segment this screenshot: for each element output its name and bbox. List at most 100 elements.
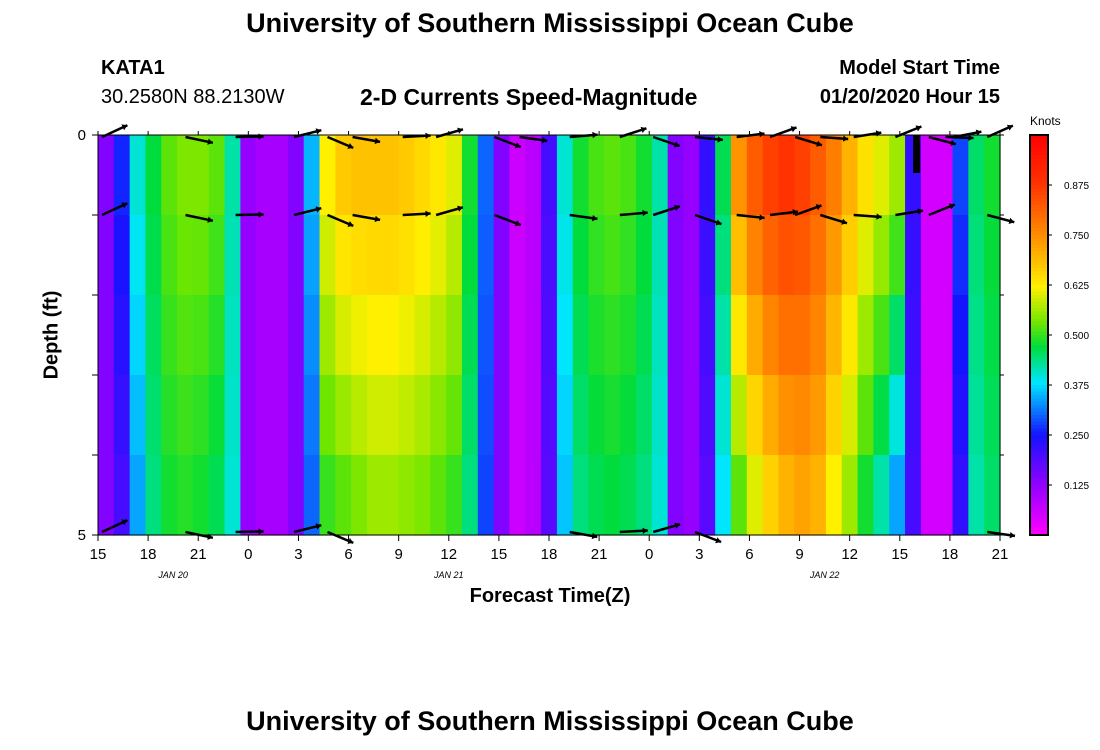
colorbar-segment <box>1030 188 1048 193</box>
heatmap-cell <box>952 455 969 536</box>
heatmap-cell <box>905 455 922 536</box>
heatmap-cell <box>98 375 115 456</box>
heatmap-cell <box>730 215 748 296</box>
colorbar-segment <box>1030 168 1048 173</box>
current-vector-arrowhead <box>514 142 521 149</box>
heatmap-cell <box>746 455 764 536</box>
heatmap-cell <box>319 295 336 376</box>
colorbar-segment <box>1030 521 1048 526</box>
heatmap-cell <box>351 375 368 456</box>
heatmap-cell <box>161 375 178 456</box>
colorbar-segment <box>1030 165 1048 169</box>
colorbar-segment <box>1030 248 1048 253</box>
current-vector-arrowhead <box>1009 532 1015 539</box>
heatmap-cell <box>746 295 764 376</box>
colorbar-segment <box>1030 311 1048 316</box>
heatmap-cell <box>367 375 384 456</box>
colorbar-segment <box>1030 475 1048 479</box>
colorbar-segment <box>1030 151 1048 156</box>
heatmap-cell <box>177 295 194 376</box>
heatmap-cell <box>541 135 558 216</box>
colorbar-segment <box>1030 308 1048 313</box>
heatmap-cell <box>319 215 336 296</box>
heatmap-cell <box>905 295 922 376</box>
heatmap-cell <box>177 375 194 456</box>
heatmap-cell <box>825 455 843 536</box>
x-tick-label: 15 <box>491 546 508 563</box>
heatmap-cell <box>240 135 257 216</box>
heatmap-cell <box>430 455 447 536</box>
heatmap-cell <box>129 375 147 456</box>
heatmap-cell <box>604 295 621 376</box>
heatmap-cell <box>730 135 748 216</box>
heatmap-cell <box>224 135 242 216</box>
colorbar-segment <box>1030 375 1048 379</box>
heatmap-cell <box>509 455 526 536</box>
heatmap-cell <box>461 455 479 536</box>
heatmap-cell <box>287 375 305 456</box>
heatmap-cell <box>651 455 669 536</box>
current-vector-arrowhead <box>715 219 722 226</box>
heatmap-cell <box>857 135 874 216</box>
colorbar-segment <box>1030 241 1048 246</box>
current-vector-arrowhead <box>674 522 681 529</box>
heatmap-cell <box>889 375 906 456</box>
heatmap-cell <box>952 375 969 456</box>
heatmap-cell <box>841 295 859 376</box>
heatmap-cell <box>477 295 495 376</box>
heatmap-cell <box>651 375 669 456</box>
heatmap-cell <box>525 295 542 376</box>
colorbar-segment <box>1030 135 1048 139</box>
heatmap-cell <box>129 135 147 216</box>
heatmap-cell <box>224 375 242 456</box>
heatmap-cell <box>667 295 685 376</box>
heatmap-cell <box>541 215 558 296</box>
heatmap-cell <box>794 375 811 456</box>
heatmap-cell <box>699 455 716 536</box>
colorbar-segment <box>1030 515 1048 519</box>
heatmap-cell <box>778 295 795 376</box>
heatmap-cell <box>461 135 479 216</box>
heatmap-cell <box>715 135 732 216</box>
heatmap-cell <box>177 215 194 296</box>
heatmap-cell <box>556 455 574 536</box>
colorbar-tick-label: 0.125 <box>1064 481 1089 492</box>
heatmap-cell <box>541 455 558 536</box>
current-vector-arrowhead <box>792 209 798 216</box>
heatmap-cell <box>636 295 653 376</box>
heatmap-cell <box>810 455 827 536</box>
current-vector-arrowhead <box>790 126 797 133</box>
colorbar-segment <box>1030 238 1048 243</box>
current-vector-arrowhead <box>374 137 381 145</box>
heatmap-cell <box>984 215 1001 296</box>
heatmap-cell <box>841 215 859 296</box>
colorbar-segment <box>1030 411 1048 416</box>
heatmap-cell <box>509 215 526 296</box>
colorbar-segment <box>1030 348 1048 353</box>
colorbar-segment <box>1030 431 1048 436</box>
heatmap-cell <box>841 375 859 456</box>
heatmap-cell <box>810 215 827 296</box>
colorbar-segment <box>1030 221 1048 226</box>
heatmap-cell <box>98 135 115 216</box>
heatmap-cell <box>620 215 637 296</box>
heatmap-cell <box>572 455 590 536</box>
current-vector-arrowhead <box>347 538 354 544</box>
colorbar-segment <box>1030 155 1048 159</box>
colorbar-segment <box>1030 525 1048 529</box>
current-vector-arrowhead <box>425 210 431 217</box>
heatmap-cell <box>351 295 368 376</box>
colorbar-segment <box>1030 161 1048 166</box>
colorbar-segment <box>1030 191 1048 196</box>
heatmap-cell <box>984 455 1001 536</box>
colorbar-units-label: Knots <box>1030 114 1061 128</box>
heatmap-cell <box>857 295 874 376</box>
colorbar-segment <box>1030 275 1048 279</box>
colorbar-segment <box>1030 438 1048 443</box>
heatmap-cell <box>208 135 226 216</box>
x-tick-label: 15 <box>90 546 107 563</box>
heatmap-cell <box>810 295 827 376</box>
colorbar-segment <box>1030 338 1048 343</box>
colorbar-segment <box>1030 235 1048 239</box>
